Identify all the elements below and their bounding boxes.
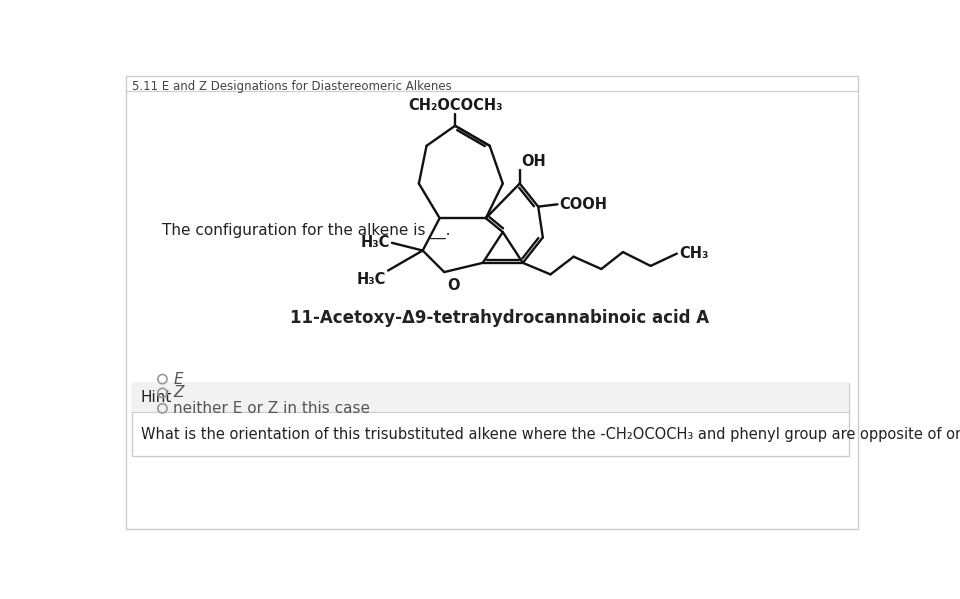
FancyBboxPatch shape	[132, 383, 850, 412]
Text: The configuration for the alkene is __.: The configuration for the alkene is __.	[162, 222, 451, 238]
Text: E: E	[173, 371, 182, 386]
Text: CH₃: CH₃	[679, 246, 708, 261]
Text: H₃C: H₃C	[360, 235, 390, 250]
Text: neither E or Z in this case: neither E or Z in this case	[173, 401, 371, 416]
Text: Hint: Hint	[141, 390, 172, 405]
Text: O: O	[447, 279, 460, 294]
Text: Z: Z	[173, 386, 183, 401]
Text: H₃C: H₃C	[356, 272, 386, 287]
FancyBboxPatch shape	[132, 383, 850, 456]
Text: 11-Acetoxy-Δ9-tetrahydrocannabinoic acid A: 11-Acetoxy-Δ9-tetrahydrocannabinoic acid…	[290, 308, 709, 326]
Text: COOH: COOH	[559, 197, 607, 212]
Text: CH₂OCOCH₃: CH₂OCOCH₃	[408, 98, 502, 113]
Text: OH: OH	[521, 154, 546, 169]
Text: What is the orientation of this trisubstituted alkene where the ‐CH₂OCOCH₃ and p: What is the orientation of this trisubst…	[141, 427, 960, 442]
Text: 5.11 E and Z Designations for Diastereomeric Alkenes: 5.11 E and Z Designations for Diastereom…	[132, 80, 451, 93]
FancyBboxPatch shape	[127, 75, 857, 530]
